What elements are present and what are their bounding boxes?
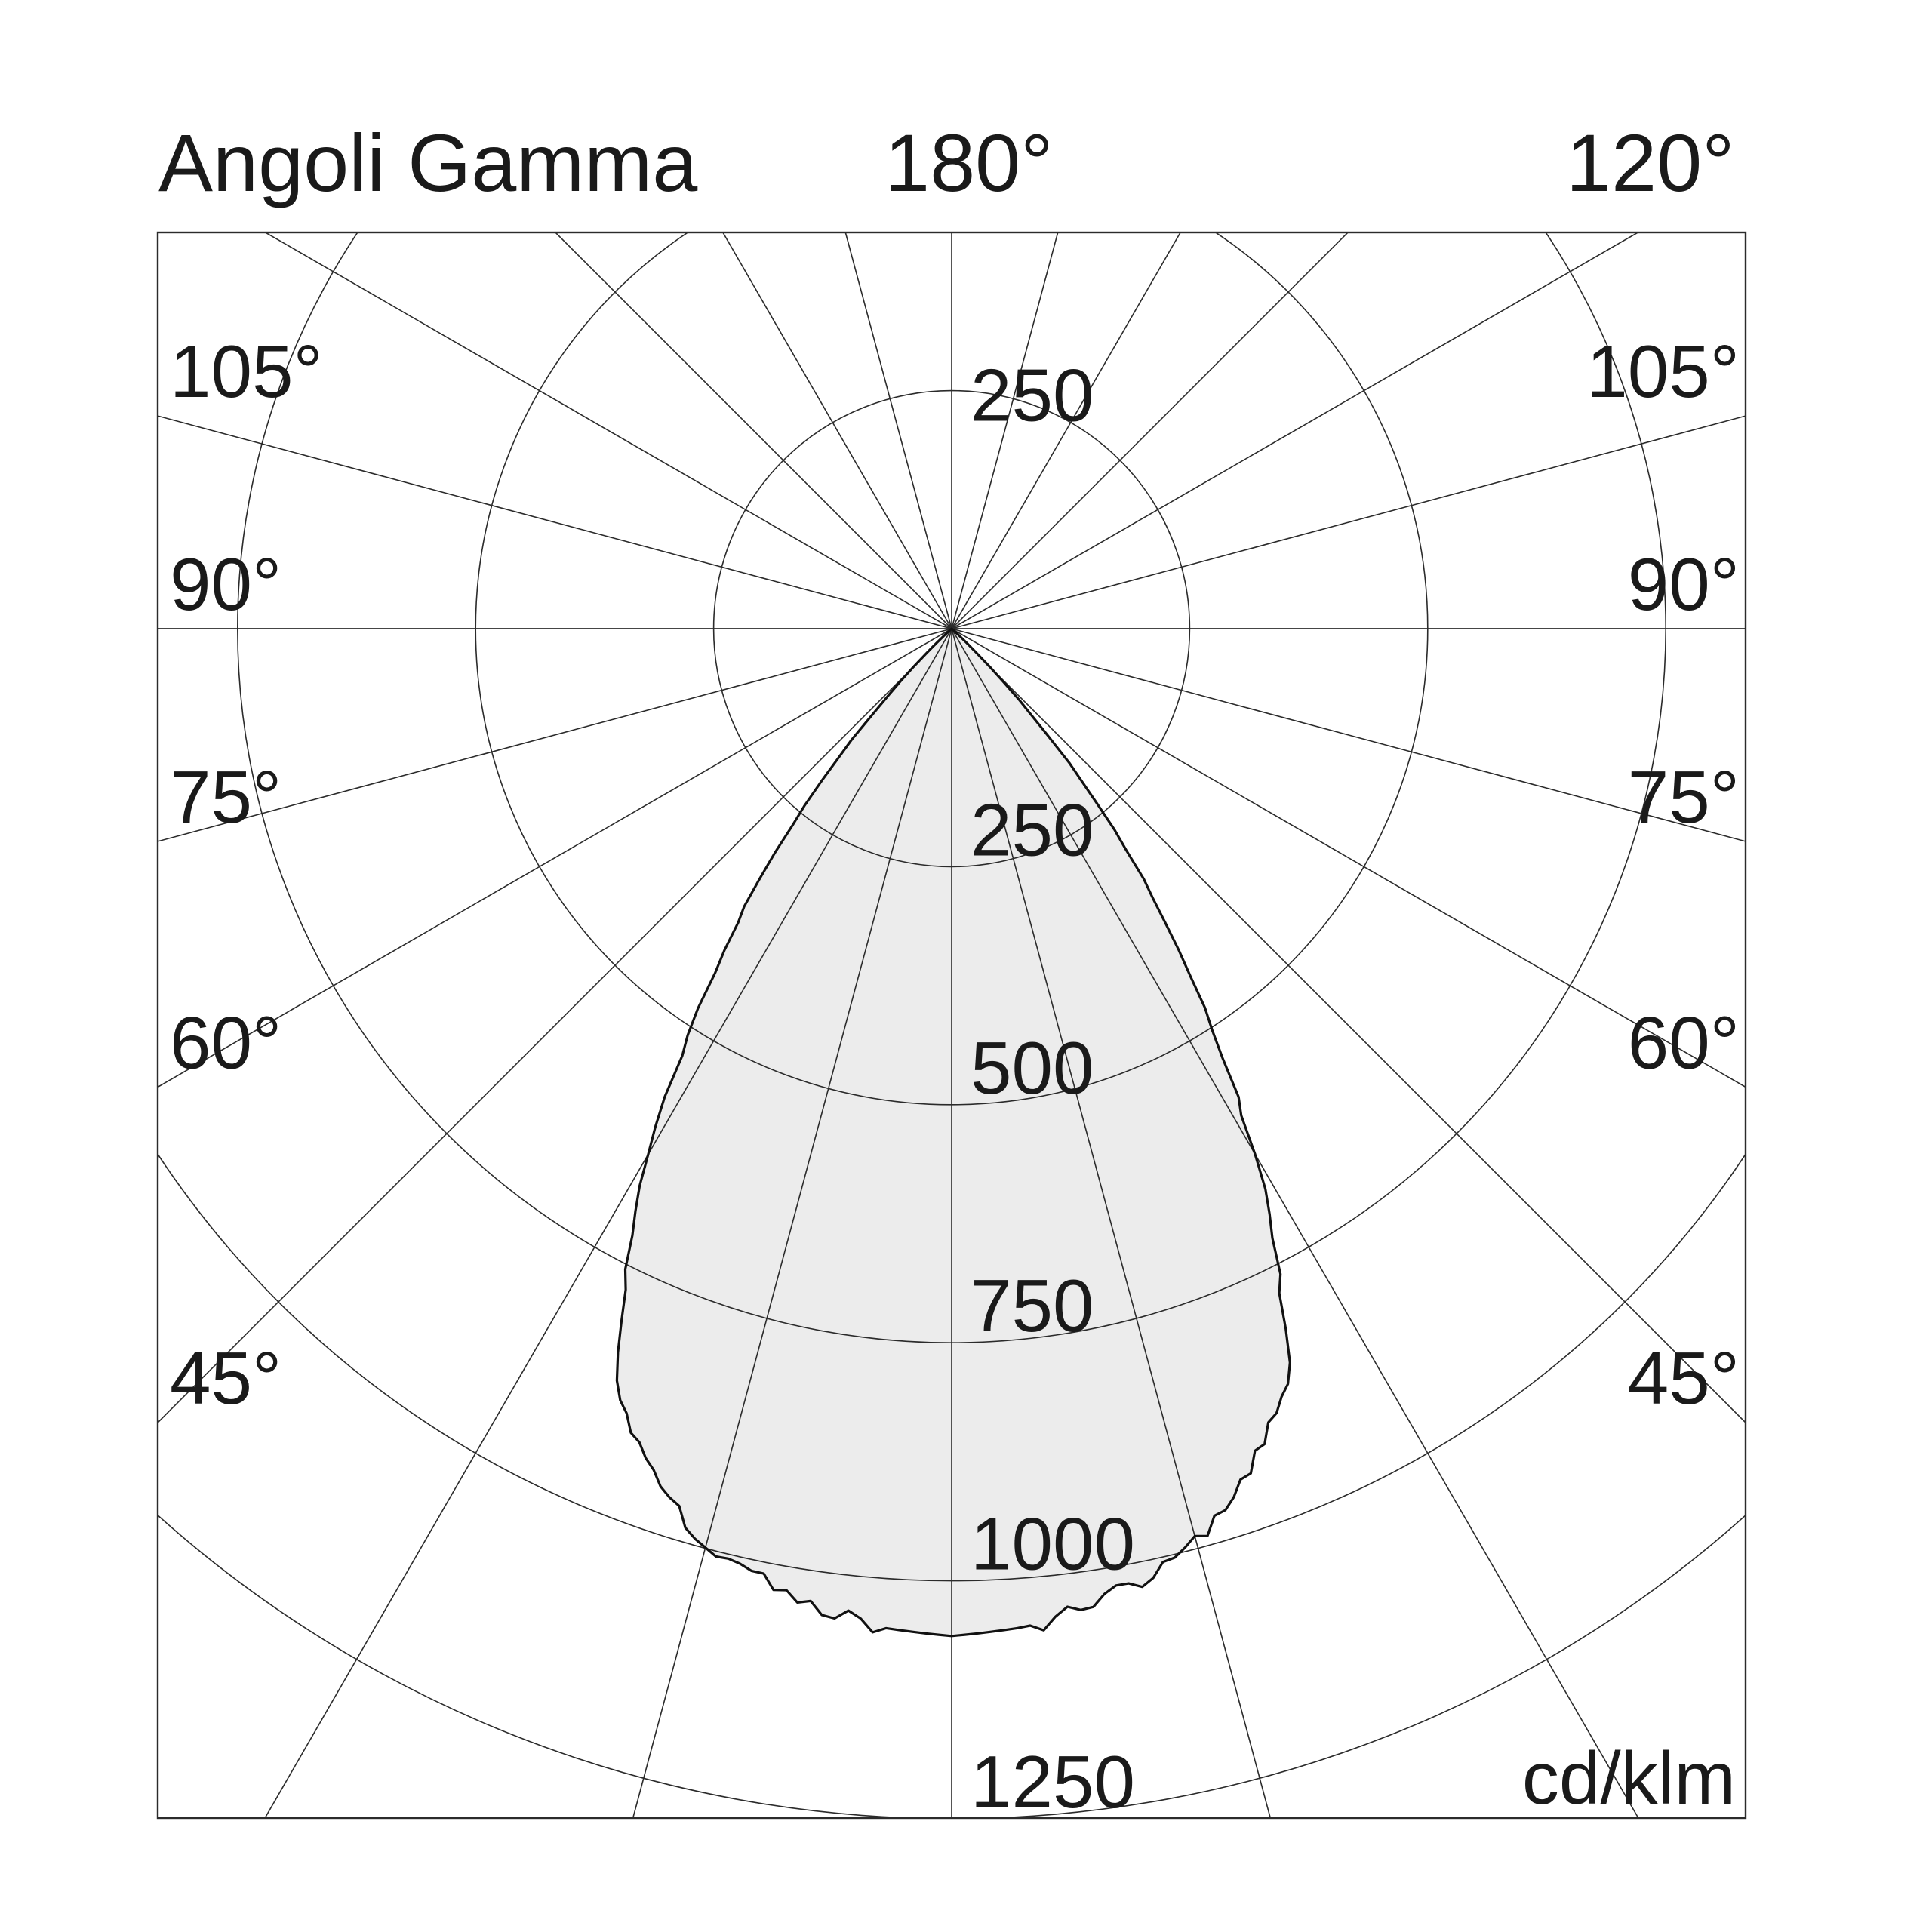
svg-text:75°: 75°	[1628, 755, 1740, 838]
svg-text:Angoli Gamma: Angoli Gamma	[158, 117, 698, 208]
svg-text:120°: 120°	[1566, 117, 1734, 208]
svg-text:1000: 1000	[971, 1503, 1135, 1586]
svg-text:1250: 1250	[971, 1740, 1135, 1823]
svg-text:105°: 105°	[170, 330, 323, 413]
svg-text:90°: 90°	[1628, 543, 1740, 626]
svg-text:45°: 45°	[170, 1337, 281, 1420]
svg-text:250: 250	[971, 354, 1094, 437]
svg-text:105°: 105°	[1586, 330, 1740, 413]
svg-text:75°: 75°	[170, 755, 281, 838]
svg-text:60°: 60°	[1628, 1001, 1740, 1084]
svg-text:180°: 180°	[884, 117, 1053, 208]
svg-text:60°: 60°	[170, 1001, 281, 1084]
svg-text:500: 500	[971, 1026, 1094, 1109]
svg-text:250: 250	[971, 788, 1094, 871]
svg-text:cd/klm: cd/klm	[1522, 1737, 1736, 1820]
svg-text:45°: 45°	[1628, 1337, 1740, 1420]
svg-text:750: 750	[971, 1264, 1094, 1347]
svg-text:90°: 90°	[170, 543, 281, 626]
